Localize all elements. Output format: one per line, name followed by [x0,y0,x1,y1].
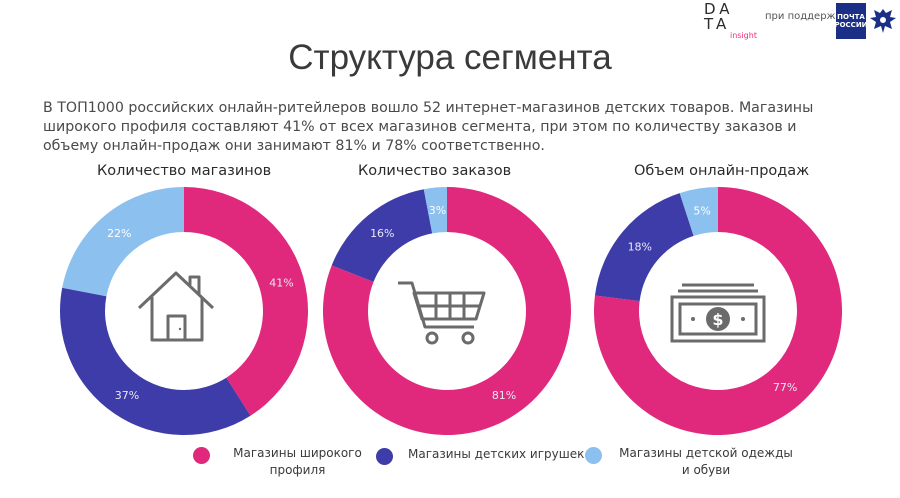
logo-line-1: DA [704,0,734,18]
slice-value-label-wide-profile: 77% [773,381,797,394]
logo-line-3: insight [730,31,757,40]
donut-slice-toys [60,287,251,436]
svg-text:$: $ [712,310,723,329]
donut-chart-sales: 77% 18% 5% [594,187,842,435]
donut-slice-clothing [679,187,718,236]
donut-slice-toys [594,193,694,302]
legend-swatch-clothing [585,447,602,464]
russian-post-logo-box: ПОЧТА РОССИИ [834,3,868,39]
post-logo-line-2: РОССИИ [834,21,868,29]
donut-slice-wide-profile [322,187,571,435]
legend-swatch-wide-profile [193,447,210,464]
legend-label-toys: Магазины детских игрушек [408,447,585,461]
legend-item-clothing: Магазины детской одежды и обуви [585,445,795,479]
slice-value-label-toys: 18% [628,240,652,253]
russian-post-logo: ПОЧТА РОССИИ [834,3,898,39]
support-text: при поддержке [765,11,848,22]
donut-slice-wide-profile [184,187,308,416]
slice-value-label-toys: 37% [115,389,139,402]
house-icon [137,271,215,342]
legend-swatch-toys [376,448,393,465]
data-insight-logo: DA TA insight [704,0,757,40]
donut-slice-clothing [423,186,447,234]
donut-chart-orders: 81% 16% 3% [322,186,571,435]
money-bill-icon: $ [670,283,766,343]
donut-slice-toys [331,189,433,282]
eagle-emblem-icon [870,9,896,33]
legend-item-toys: Магазины детских игрушек [376,446,593,465]
slice-value-label-clothing: 3% [429,204,446,217]
donut-slice-wide-profile [594,187,842,435]
post-logo-line-1: ПОЧТА [837,12,865,21]
slice-value-label-wide-profile: 41% [269,277,293,290]
slice-value-label-clothing: 5% [693,205,710,218]
legend-item-wide-profile: Магазины широкого профиля [193,445,370,479]
legend-label-clothing: Магазины детской одежды и обуви [619,446,793,477]
chart-title-sales: Объем онлайн-продаж [634,163,810,179]
page-title: Структура сегмента [288,38,612,77]
chart-title-orders: Количество заказов [358,163,512,179]
shopping-cart-icon [398,281,486,345]
chart-title-stores: Количество магазинов [97,163,272,179]
donut-chart-stores: 41% 37% 22% [60,187,308,436]
legend-label-wide-profile: Магазины широкого профиля [233,446,362,477]
slice-value-label-wide-profile: 81% [492,389,516,402]
intro-paragraph: В ТОП1000 российских онлайн-ритейлеров в… [43,100,814,154]
slice-value-label-toys: 16% [370,227,394,240]
slice-value-label-clothing: 22% [107,227,131,240]
logo-line-2: TA [704,15,731,33]
donut-slice-clothing [62,187,184,297]
